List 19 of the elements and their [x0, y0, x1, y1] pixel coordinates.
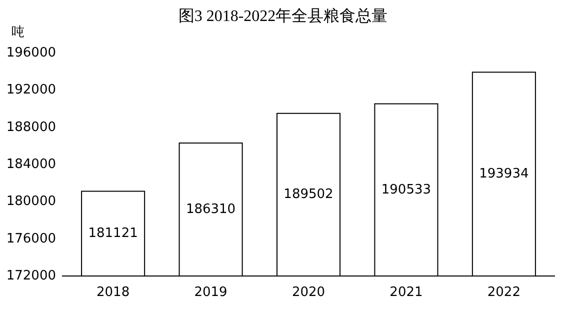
x-tick-label: 2020 — [292, 285, 326, 300]
data-label: 186310 — [186, 202, 236, 218]
x-tick-label: 2021 — [390, 285, 423, 300]
data-label: 193934 — [479, 166, 529, 182]
data-label: 190533 — [381, 182, 432, 198]
x-tick-label: 2022 — [487, 285, 520, 300]
data-label: 189502 — [284, 187, 334, 202]
y-tick-label: 184000 — [6, 157, 56, 172]
y-tick-label: 176000 — [6, 231, 56, 246]
y-tick-label: 192000 — [6, 82, 56, 98]
chart-title: 图3 2018-2022年全县粮食总量 — [178, 7, 388, 25]
y-tick-label: 196000 — [6, 46, 56, 61]
data-label: 181121 — [88, 226, 138, 242]
x-tick-label: 2019 — [194, 285, 228, 300]
y-axis-title: 吨 — [12, 25, 24, 40]
y-tick-label: 180000 — [6, 194, 56, 210]
y-tick-label: 188000 — [6, 120, 56, 135]
y-tick-label: 172000 — [6, 268, 56, 284]
x-tick-label: 2018 — [96, 285, 130, 300]
